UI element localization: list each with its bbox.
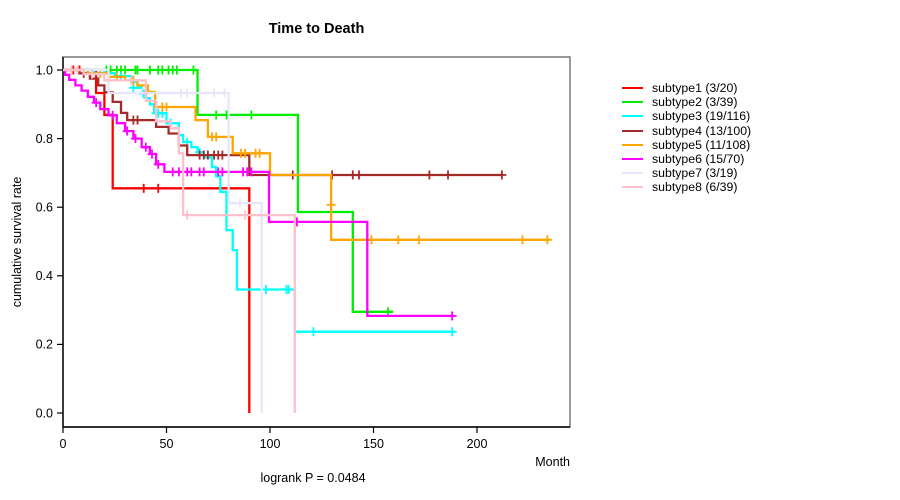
legend-item-subtype6: subtype6 (15/70) [622,152,751,166]
y-tick-label: 1.0 [36,63,53,77]
x-tick-label: 200 [467,437,488,451]
x-tick-label: 100 [260,437,281,451]
plot-box [62,56,571,428]
legend-label: subtype2 (3/39) [652,95,738,110]
legend-item-subtype3: subtype3 (19/116) [622,109,751,123]
legend-color-swatch [622,186,643,189]
legend-color-swatch [622,129,643,132]
legend-item-subtype8: subtype8 (6/39) [622,180,751,194]
legend-label: subtype4 (13/100) [652,123,752,138]
legend-label: subtype6 (15/70) [652,152,745,167]
survival-curve-subtype2 [63,68,394,313]
y-tick-label: 0.0 [36,406,53,420]
y-tick-label: 0.8 [36,132,53,146]
legend-color-swatch [622,115,643,118]
legend-label: subtype1 (3/20) [652,81,738,96]
legend-label: subtype3 (19/116) [652,109,751,124]
legend-item-subtype1: subtype1 (3/20) [622,81,751,95]
legend-color-swatch [622,158,643,161]
y-tick-label: 0.6 [36,201,53,215]
legend-item-subtype4: subtype4 (13/100) [622,124,751,138]
chart-title: Time to Death [268,21,365,37]
y-tick-label: 0.4 [36,269,53,283]
legend: subtype1 (3/20) subtype2 (3/39) subtype3 (… [622,81,751,195]
survival-curve-subtype5 [63,68,550,241]
legend-label: subtype7 (3/19) [652,166,738,181]
x-tick-label: 50 [160,437,174,451]
x-tick-label: 150 [363,437,384,451]
legend-color-swatch [622,172,643,175]
legend-color-swatch [622,143,643,146]
logrank-annotation: logrank P = 0.0484 [260,471,366,485]
survival-curve-subtype4 [63,68,503,177]
legend-color-swatch [622,101,643,104]
legend-item-subtype2: subtype2 (3/39) [622,95,751,109]
survival-curve-subtype8 [63,68,296,413]
legend-label: subtype5 (11/108) [652,137,751,152]
legend-label: subtype8 (6/39) [652,180,738,195]
y-tick-label: 0.2 [36,338,53,352]
legend-item-subtype7: subtype7 (3/19) [622,166,751,180]
legend-item-subtype5: subtype5 (11/108) [622,138,751,152]
legend-color-swatch [622,87,643,90]
x-tick-label: 0 [60,437,67,451]
x-axis-label: Month [535,455,570,469]
survival-curve-subtype6 [63,68,455,318]
